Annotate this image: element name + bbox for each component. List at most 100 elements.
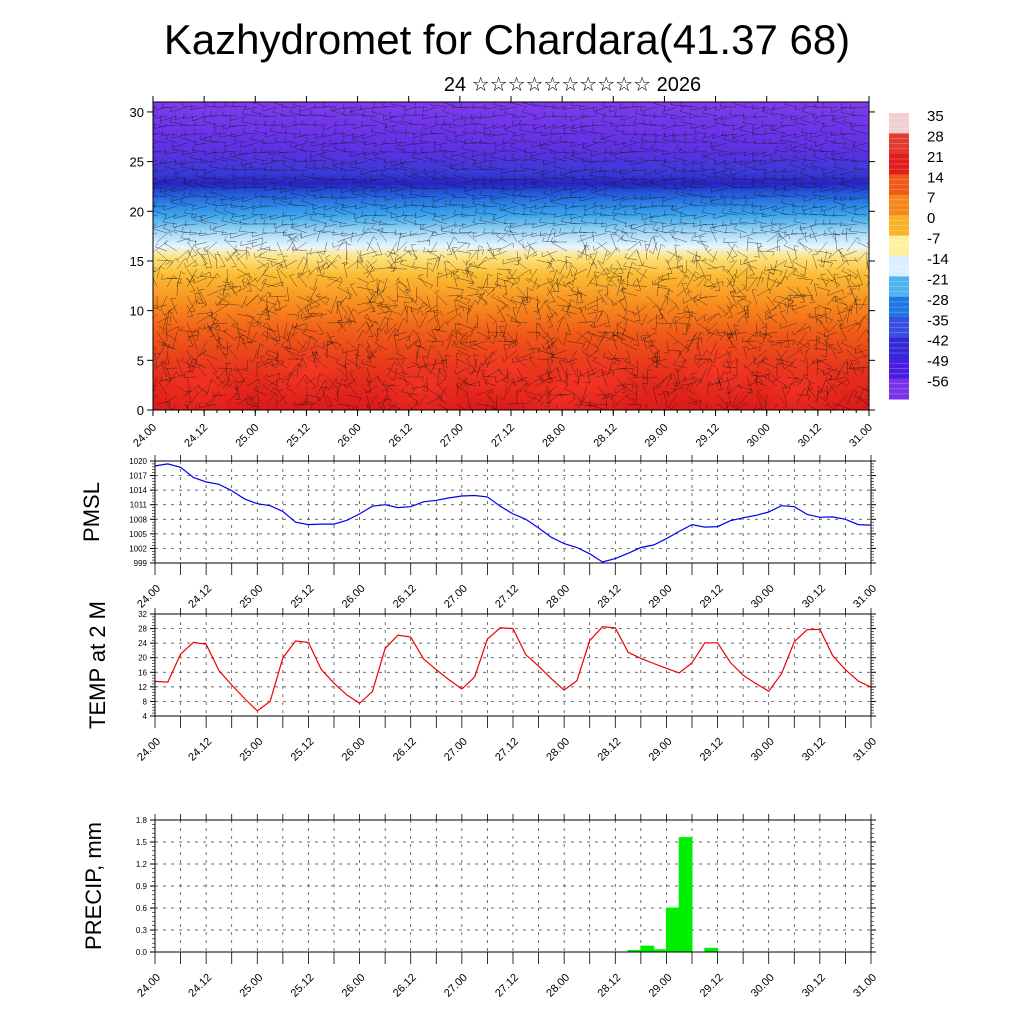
y-tick-label: 30 [130, 105, 144, 120]
x-tick-label: 24.12 [186, 972, 214, 1000]
colorbar-label: -35 [927, 312, 949, 329]
colorbar-label: 0 [927, 210, 935, 227]
x-tick-label: 27.00 [442, 583, 470, 611]
x-tick-label: 29.12 [694, 422, 722, 450]
x-tick-label: 28.00 [544, 972, 572, 1000]
page-title: Kazhydromet for Chardara(41.37 68) [163, 16, 851, 63]
x-tick-label: 26.12 [387, 422, 415, 450]
bar [678, 837, 693, 953]
x-tick-label: 26.12 [391, 972, 419, 1000]
bar [704, 947, 719, 953]
y-tick-label: 1.8 [136, 816, 148, 825]
colorbar-segment [889, 133, 909, 155]
temp-chart: 4 8 12 16 20 24 28 32 24.00 24.12 25.00 25.12 26.00 2… [85, 601, 879, 764]
x-tick-label: 26.00 [340, 972, 368, 1000]
x-tick-label: 26.12 [391, 583, 419, 611]
x-tick-label: 29.12 [698, 736, 726, 764]
x-tick-label: 27.12 [493, 972, 521, 1000]
y-tick-label: 15 [130, 254, 144, 269]
x-tick-label: 31.00 [851, 583, 879, 611]
x-tick-label: 29.00 [647, 583, 675, 611]
colorbar-label: -56 [927, 374, 949, 391]
x-tick-label: 25.12 [289, 583, 317, 611]
y-tick-label: 12 [138, 683, 147, 692]
x-tick-label: 30.00 [749, 972, 777, 1000]
x-tick-label: 29.12 [698, 583, 726, 611]
x-tick-label: 28.00 [544, 583, 572, 611]
series-line [154, 463, 872, 563]
y-tick-label: 32 [138, 610, 147, 619]
y-tick-label: 1005 [129, 530, 147, 539]
x-tick-label: 30.00 [745, 422, 773, 450]
series-line [154, 626, 872, 712]
x-tick-label: 26.00 [336, 422, 364, 450]
colorbar-segment [889, 215, 909, 237]
x-tick-label: 29.00 [643, 422, 671, 450]
y-tick-label: 16 [138, 668, 147, 677]
colorbar-label: 14 [927, 169, 944, 186]
x-tick-label: 27.12 [493, 736, 521, 764]
wind-barb-field [153, 102, 869, 410]
x-tick-label: 26.00 [340, 736, 368, 764]
pmsl-chart: 999 1002 1005 1008 1011 1014 1017 1020 24.00 24.1… [79, 455, 879, 611]
x-tick-label: 25.00 [237, 972, 265, 1000]
x-tick-label: 30.00 [749, 736, 777, 764]
x-tick-label: 28.00 [540, 422, 568, 450]
x-tick-label: 30.12 [800, 972, 828, 1000]
colorbar-segment [889, 113, 909, 134]
colorbar-label: -21 [927, 271, 949, 288]
colorbar-label: -14 [927, 251, 949, 268]
warm-anomaly [153, 349, 248, 410]
x-tick-label: 24.00 [135, 583, 163, 611]
colorbar-label: -42 [927, 333, 949, 350]
y-tick-label: 20 [138, 654, 147, 663]
x-tick-label: 28.12 [595, 583, 623, 611]
colorbar-segment [889, 256, 909, 277]
y-tick-label: 10 [130, 304, 144, 319]
page-subtitle: 24 ☆☆☆☆☆☆☆☆☆☆ 2026 [443, 74, 702, 96]
x-tick-label: 25.12 [289, 736, 317, 764]
cross-section-y-axis: 0 5 10 15 20 25 30 [130, 105, 875, 418]
x-tick-label: 30.00 [749, 583, 777, 611]
x-tick-label: 28.12 [595, 972, 623, 1000]
y-tick-label: 0.3 [136, 926, 148, 935]
colorbar-segment [889, 235, 909, 257]
precip-chart: 0.0 0.3 0.6 0.9 1.2 1.5 1.8 24.00 24.12 25.00 25.1… [81, 814, 879, 1000]
colorbar-label: 21 [927, 149, 944, 166]
x-tick-label: 24.12 [182, 422, 210, 450]
y-tick-label: 999 [134, 559, 148, 568]
y-axis-title: PMSL [79, 482, 104, 542]
colorbar-segment [889, 153, 909, 175]
warm-anomaly [257, 334, 353, 406]
y-tick-label: 1011 [130, 501, 148, 510]
x-tick-label: 31.00 [851, 736, 879, 764]
x-tick-label: 28.12 [595, 736, 623, 764]
bar [665, 907, 680, 953]
warm-anomaly [672, 334, 768, 406]
x-tick-label: 26.12 [391, 736, 419, 764]
colorbar-label: -49 [927, 353, 949, 370]
x-tick-label: 24.12 [186, 583, 214, 611]
x-tick-label: 25.12 [285, 422, 313, 450]
y-tick-label: 24 [138, 639, 147, 648]
x-tick-label: 31.00 [851, 972, 879, 1000]
y-tick-label: 1017 [129, 472, 147, 481]
wind-barbs [153, 102, 869, 410]
x-tick-label: 28.12 [591, 422, 619, 450]
y-tick-label: 1.5 [136, 838, 148, 847]
y-tick-label: 1002 [129, 544, 147, 553]
x-tick-label: 24.00 [135, 736, 163, 764]
x-tick-label: 25.00 [237, 736, 265, 764]
y-tick-label: 0 [137, 403, 144, 418]
x-tick-label: 29.12 [698, 972, 726, 1000]
x-tick-label: 30.12 [800, 736, 828, 764]
y-tick-label: 28 [138, 625, 147, 634]
x-tick-label: 25.00 [233, 422, 261, 450]
y-tick-label: 1.2 [136, 860, 148, 869]
warm-anomaly [372, 349, 468, 410]
x-tick-label: 24.12 [186, 736, 214, 764]
x-tick-label: 25.00 [237, 583, 265, 611]
colorbar-segment [889, 296, 909, 318]
x-tick-label: 27.00 [442, 972, 470, 1000]
